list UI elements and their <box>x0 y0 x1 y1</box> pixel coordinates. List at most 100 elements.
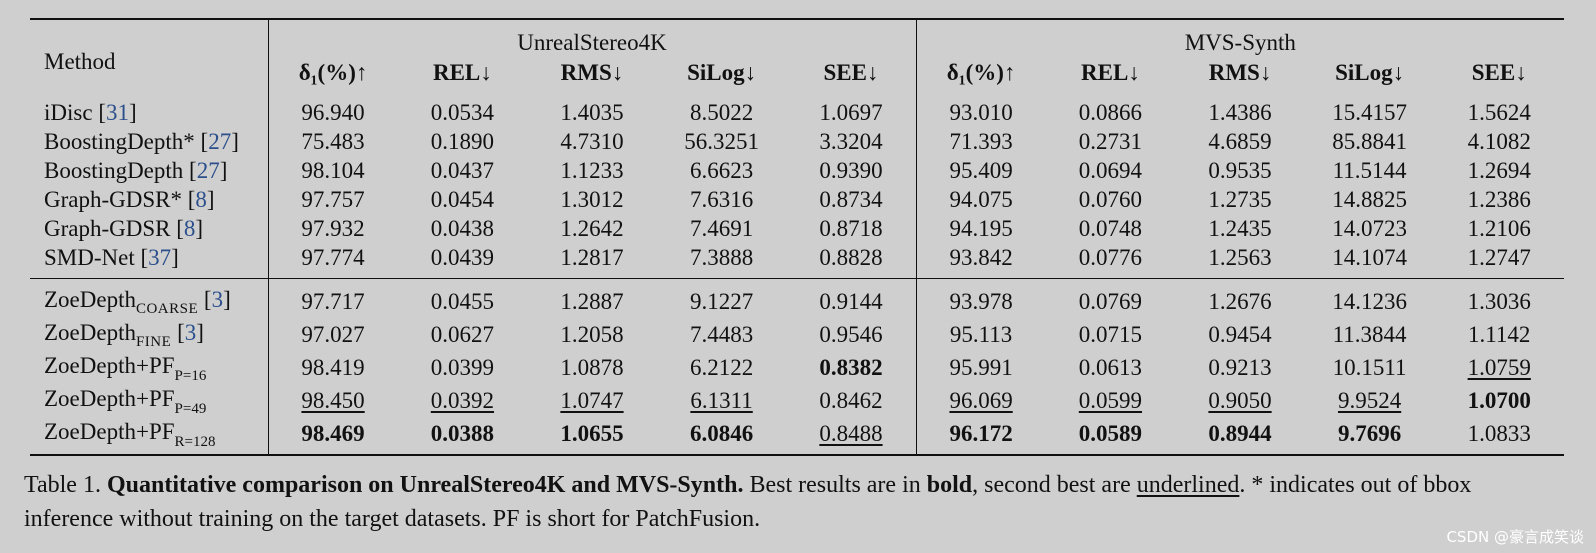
caption-text: Best results are in <box>749 472 921 498</box>
metric-value-cell: 95.409 <box>915 156 1046 185</box>
metric-value-cell: 0.0454 <box>398 185 528 214</box>
metric-value: 1.0700 <box>1467 388 1531 413</box>
metric-value: 1.2817 <box>560 245 624 270</box>
metric-value: 0.0438 <box>430 216 495 241</box>
metric-value-cell: 0.0715 <box>1046 318 1176 351</box>
method-name: ZoeDepth+PF <box>44 386 175 411</box>
metric-value: 1.2694 <box>1467 158 1531 183</box>
metric-value: 1.2058 <box>560 322 624 347</box>
metric-value: 96.172 <box>949 421 1013 446</box>
metric-value-cell: 96.172 <box>915 417 1046 455</box>
method-name: Graph-GDSR* <box>44 187 182 212</box>
metric-value-cell: 95.113 <box>915 318 1046 351</box>
metric-value: 4.7310 <box>560 129 624 154</box>
metric-value-cell: 14.0723 <box>1305 214 1435 243</box>
metric-value: 1.2747 <box>1467 245 1531 270</box>
method-subscript: P=16 <box>174 368 207 384</box>
metric-value: 9.1227 <box>689 289 754 314</box>
metric-value-cell: 1.2435 <box>1175 214 1305 243</box>
caption-bold-word: bold <box>926 472 973 498</box>
metric-value-cell: 6.0846 <box>657 417 787 455</box>
metric-value: 0.0760 <box>1078 187 1143 212</box>
metric-value: 0.9546 <box>819 322 883 347</box>
metric-value-cell: 11.3844 <box>1305 318 1435 351</box>
metric-value: 1.0697 <box>819 100 883 125</box>
caption-text: . * indicates out of bbox inference with… <box>24 472 1472 532</box>
metric-value-cell: 0.0399 <box>398 351 528 384</box>
table-row: ZoeDepthCOARSE [3] 97.717 0.0455 1.2887 9.12… <box>30 278 1565 318</box>
citation-link[interactable]: 8 <box>195 187 207 212</box>
metric-value-cell: 1.2386 <box>1434 185 1564 214</box>
metric-value-cell: 1.0747 <box>527 384 657 417</box>
metric-value-cell: 0.0437 <box>398 156 528 185</box>
metric-value-cell: 0.0589 <box>1046 417 1176 455</box>
citation-link[interactable]: 31 <box>105 100 129 125</box>
metric-header: SEE↓ <box>1471 60 1527 85</box>
metric-value: 0.0399 <box>430 355 495 380</box>
metric-value: 0.0388 <box>430 421 495 446</box>
metric-value: 1.0833 <box>1467 421 1531 446</box>
baseline-methods-group: iDisc [31] 96.940 0.0534 1.4035 8.5022 1.0697… <box>30 94 1564 279</box>
metric-value-cell: 1.2642 <box>527 214 657 243</box>
method-name: Graph-GDSR <box>44 216 171 241</box>
metric-value-cell: 0.0534 <box>398 94 528 127</box>
metric-value-cell: 56.3251 <box>657 127 787 156</box>
table-row: ZoeDepth+PFP=49 98.450 0.0392 1.0747 6.1311 0… <box>30 384 1564 417</box>
table-row: Graph-GDSR [8] 97.932 0.0438 1.2642 7.4691 0.… <box>30 214 1564 243</box>
metric-value: 56.3251 <box>684 129 759 154</box>
metric-value-cell: 4.7310 <box>527 127 657 156</box>
metric-value-cell: 14.1236 <box>1304 278 1435 318</box>
metric-value-cell: 97.774 <box>267 243 398 279</box>
metric-value-cell: 85.8841 <box>1305 127 1435 156</box>
metric-value: 1.0759 <box>1467 355 1531 380</box>
method-name: ZoeDepth <box>44 287 136 312</box>
metric-value: 14.1236 <box>1332 289 1407 314</box>
method-name: ZoeDepth <box>44 320 136 345</box>
method-name-cell: Graph-GDSR* [8] <box>44 187 215 212</box>
method-name: iDisc <box>44 100 93 125</box>
metric-value: 1.2386 <box>1467 187 1531 212</box>
metric-value-cell: 1.2106 <box>1434 214 1564 243</box>
metric-value-cell: 1.2887 <box>527 278 657 318</box>
method-subscript: FINE <box>135 334 172 350</box>
metric-value: 9.9524 <box>1337 388 1402 413</box>
metric-value: 11.3844 <box>1332 322 1407 347</box>
citation-link[interactable]: 27 <box>208 129 232 154</box>
method-header: Method <box>44 48 116 74</box>
metric-value-cell: 1.2676 <box>1175 278 1305 318</box>
metric-value-cell: 1.2058 <box>527 318 657 351</box>
metric-value: 0.9390 <box>819 158 883 183</box>
metric-value: 1.2563 <box>1208 245 1272 270</box>
metric-value: 94.195 <box>949 216 1013 241</box>
citation-link[interactable]: 3 <box>211 287 224 312</box>
metric-value: 1.2106 <box>1467 216 1531 241</box>
table-row: SMD-Net [37] 97.774 0.0439 1.2817 7.3888 0.88… <box>30 243 1564 279</box>
metric-value-cell: 1.3036 <box>1434 278 1565 318</box>
citation-link[interactable]: 27 <box>196 158 220 183</box>
metric-value: 14.0723 <box>1332 216 1407 241</box>
metric-value: 97.717 <box>301 289 365 314</box>
citation-link[interactable]: 37 <box>148 245 172 270</box>
metric-value: 0.0534 <box>430 100 495 125</box>
metric-value: 1.2887 <box>560 289 624 314</box>
table-row: ZoeDepthFINE [3] 97.027 0.0627 1.2058 7.4483… <box>30 318 1564 351</box>
method-name-cell: BoostingDepth [27] <box>44 158 228 183</box>
metric-value-cell: 1.2747 <box>1434 243 1564 279</box>
citation-link[interactable]: 3 <box>184 320 197 345</box>
csdn-watermark: CSDN @豪言成笑谈 <box>1446 528 1584 546</box>
metric-value: 0.0627 <box>430 322 495 347</box>
metric-value-cell: 0.8734 <box>786 185 916 214</box>
dataset-header-unrealstereo4k: UnrealStereo4K <box>267 19 917 57</box>
metric-value-cell: 0.8488 <box>786 417 916 455</box>
caption-title: Quantitative comparison on UnrealStereo4… <box>106 472 744 498</box>
metric-value: 95.113 <box>949 322 1013 347</box>
citation-link[interactable]: 8 <box>183 216 196 241</box>
metric-value-cell: 14.8825 <box>1305 185 1435 214</box>
metric-value-cell: 1.2735 <box>1175 185 1305 214</box>
metric-value: 10.1511 <box>1332 355 1407 380</box>
method-name: BoostingDepth* <box>44 129 195 154</box>
metric-value-cell: 1.0833 <box>1434 417 1564 455</box>
metric-value: 85.8841 <box>1332 129 1407 154</box>
metric-value-cell: 1.4035 <box>527 94 657 127</box>
metric-value-cell: 0.8828 <box>786 243 916 279</box>
